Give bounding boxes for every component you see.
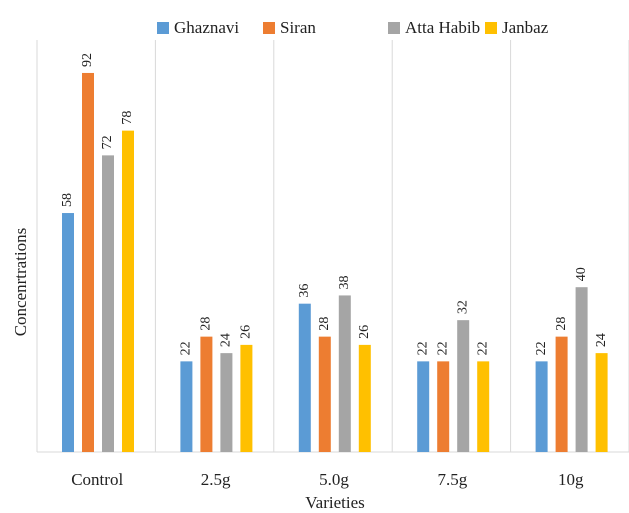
legend-swatch — [263, 22, 275, 34]
value-label: 92 — [80, 53, 95, 67]
bar — [180, 361, 193, 452]
bar — [477, 361, 490, 452]
value-label: 22 — [534, 341, 549, 355]
x-tick-label: 2.5g — [201, 470, 231, 489]
bar — [555, 336, 568, 452]
legend-label: Siran — [280, 18, 316, 37]
legend-swatch — [388, 22, 400, 34]
value-label: 24 — [219, 333, 234, 347]
bar — [575, 287, 588, 452]
bar — [298, 303, 311, 452]
legend-label: Janbaz — [502, 18, 549, 37]
value-label: 26 — [239, 325, 254, 339]
bar — [358, 344, 371, 452]
x-axis-title: Varieties — [305, 493, 364, 512]
bar — [417, 361, 430, 452]
bar — [437, 361, 450, 452]
bar — [200, 336, 213, 452]
value-label: 36 — [297, 284, 312, 298]
bar — [220, 353, 233, 452]
bar — [102, 155, 114, 453]
value-label: 28 — [199, 317, 214, 331]
legend-swatch — [485, 22, 497, 34]
legend-label: Ghaznavi — [174, 18, 239, 37]
value-label: 72 — [100, 135, 115, 149]
value-label: 28 — [554, 317, 569, 331]
legend-label: Atta Habib — [405, 18, 480, 37]
x-tick-label: 5.0g — [319, 470, 349, 489]
value-label: 58 — [60, 193, 75, 207]
value-label: 22 — [179, 341, 194, 355]
bar — [338, 295, 351, 452]
x-tick-label: Control — [71, 470, 123, 489]
bar — [122, 130, 134, 452]
bar — [62, 213, 74, 452]
bar — [318, 336, 331, 452]
x-tick-label: 7.5g — [438, 470, 468, 489]
x-tick-label: 10g — [558, 470, 584, 489]
value-label: 78 — [120, 111, 135, 125]
bar — [457, 320, 470, 452]
value-label: 32 — [455, 300, 470, 314]
bar — [240, 344, 253, 452]
value-label: 38 — [337, 275, 352, 289]
bar — [82, 72, 94, 453]
value-label: 26 — [357, 325, 372, 339]
value-label: 22 — [435, 341, 450, 355]
value-label: 28 — [317, 317, 332, 331]
value-label: 24 — [594, 333, 609, 347]
legend-swatch — [157, 22, 169, 34]
bar — [595, 353, 608, 452]
value-label: 22 — [475, 341, 490, 355]
y-axis-title: Concenrtrations — [11, 228, 30, 337]
bar — [535, 361, 548, 452]
value-label: 40 — [574, 267, 589, 281]
value-label: 22 — [415, 341, 430, 355]
